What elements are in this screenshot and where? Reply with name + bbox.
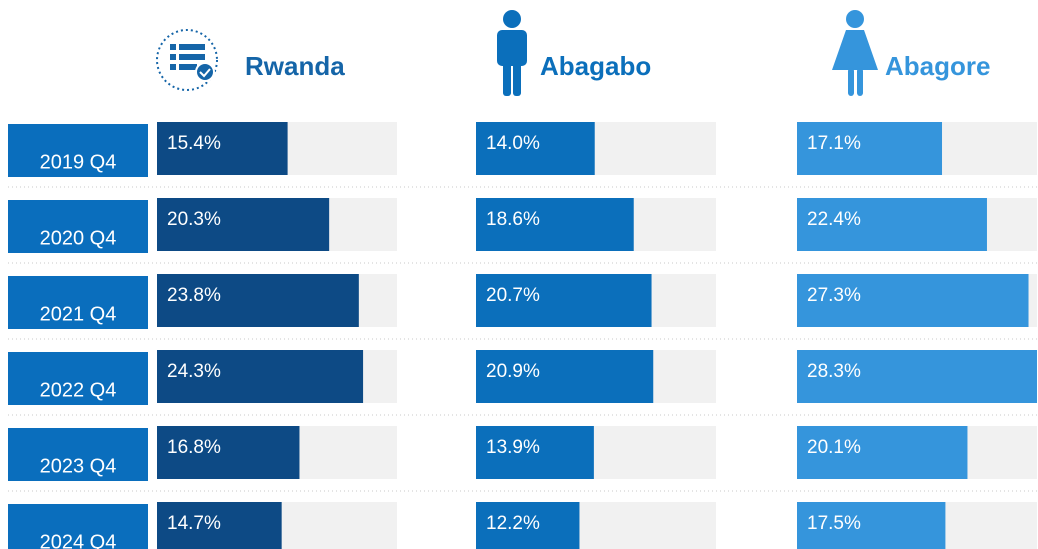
bar [476,274,652,327]
value-label: 23.8% [167,285,221,306]
bar [157,198,330,251]
value-label: 18.6% [486,209,540,230]
category-box [8,428,148,481]
bar [476,122,595,175]
value-label: 12.2% [486,513,540,534]
bar [476,198,634,251]
value-label: 20.1% [807,437,861,458]
value-label: 27.3% [807,285,861,306]
value-label: 14.7% [167,513,221,534]
bar [157,274,359,327]
category-label: 2021 Q4 [40,303,117,325]
value-label: 24.3% [167,361,221,382]
category-box [8,276,148,329]
icon-list [156,29,218,91]
legend-label: Rwanda [245,51,345,81]
icon-woman [832,10,878,96]
category-label: 2020 Q4 [40,227,117,249]
bar [157,350,364,403]
value-label: 20.7% [486,285,540,306]
bar [476,502,580,549]
category-box [8,352,148,405]
bar [476,350,654,403]
bar [476,426,594,479]
category-label: 2023 Q4 [40,455,117,477]
category-box [8,124,148,177]
value-label: 15.4% [167,133,221,154]
legend-label: Abagabo [540,51,651,81]
category-label: 2019 Q4 [40,151,117,173]
bar [157,426,300,479]
bar [797,274,1029,327]
bar [157,122,288,175]
category-label: 2022 Q4 [40,379,117,401]
bar [797,198,987,251]
value-label: 20.3% [167,209,221,230]
icon-man [497,10,527,96]
value-label: 28.3% [807,361,861,382]
value-label: 16.8% [167,437,221,458]
bar [797,122,943,175]
category-box [8,200,148,253]
value-label: 14.0% [486,133,540,154]
value-label: 17.5% [807,513,861,534]
category-box [8,504,148,549]
category-label: 2024 Q4 [40,531,117,549]
value-label: 13.9% [486,437,540,458]
value-label: 22.4% [807,209,861,230]
legend-label: Abagore [885,51,990,81]
bar [797,350,1037,403]
bar [797,426,968,479]
bar [797,502,946,549]
value-label: 20.9% [486,361,540,382]
value-label: 17.1% [807,133,861,154]
bar [157,502,282,549]
